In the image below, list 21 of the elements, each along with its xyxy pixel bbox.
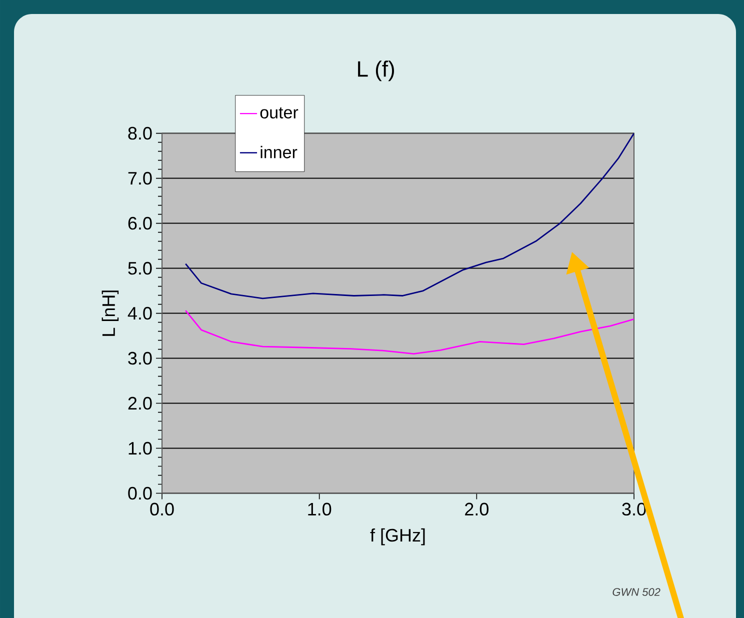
chart-title: L (f) bbox=[358, 60, 394, 82]
x-tick-label: 2.0 bbox=[465, 502, 488, 516]
y-axis-title: L [nH] bbox=[102, 290, 119, 336]
y-tick-label: 7.0 bbox=[128, 172, 152, 185]
y-tick-label: 2.0 bbox=[128, 396, 152, 410]
legend-label: outer bbox=[260, 107, 298, 118]
line-series bbox=[184, 310, 634, 354]
y-tick-label: 4.0 bbox=[128, 306, 152, 320]
x-tick-label: 1.0 bbox=[308, 502, 332, 516]
line-series bbox=[184, 133, 634, 300]
y-tick-label: 3.0 bbox=[128, 352, 152, 365]
y-tick-label: 5.0 bbox=[128, 262, 152, 275]
text: GWN 502 bbox=[612, 588, 660, 596]
y-tick-label: 6.0 bbox=[128, 216, 152, 230]
x-tick-label: 0.0 bbox=[150, 502, 174, 516]
y-tick-label: 1.0 bbox=[128, 442, 152, 455]
x-tick-label: 3.0 bbox=[622, 502, 646, 516]
x-axis-title: f [GHz] bbox=[370, 528, 425, 546]
y-tick-label: 8.0 bbox=[128, 126, 152, 140]
legend-label: inner bbox=[260, 146, 298, 158]
y-tick-label: 0.0 bbox=[128, 486, 152, 500]
